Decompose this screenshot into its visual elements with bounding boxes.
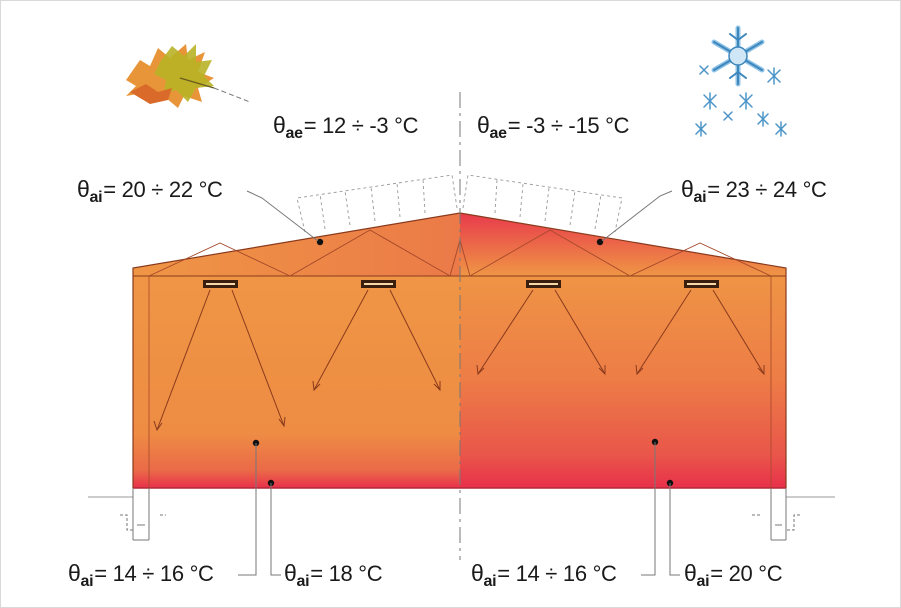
winter-roof	[460, 213, 786, 276]
subscript: ai	[80, 573, 94, 590]
autumn-roof	[133, 213, 460, 276]
subscript: ae	[285, 125, 304, 142]
value-text: = 20 °C	[710, 561, 783, 586]
subscript: ai	[483, 573, 497, 590]
autumn-building-half	[133, 268, 460, 488]
autumn-roof-air-temperature-label: θai= 20 ÷ 22 °C	[77, 176, 223, 206]
theta-symbol: θ	[684, 560, 697, 586]
winter-roof-heat-loss	[462, 174, 623, 233]
subscript: ae	[489, 125, 508, 142]
theta-symbol: θ	[284, 560, 297, 586]
radiation-arrows	[153, 289, 765, 432]
autumn-occupied-zone-temperature-label: θai= 14 ÷ 16 °C	[68, 560, 214, 590]
value-text: = -3 ÷ -15 °C	[507, 113, 630, 138]
theta-symbol: θ	[273, 112, 286, 138]
left-foundation	[120, 488, 166, 541]
value-text: = 12 ÷ -3 °C	[303, 113, 419, 138]
radiant-heater-3	[526, 280, 561, 288]
winter-outdoor-temperature-label: θae= -3 ÷ -15 °C	[477, 112, 630, 142]
radiant-heater-1	[203, 280, 238, 288]
theta-symbol: θ	[681, 176, 694, 202]
theta-symbol: θ	[477, 112, 490, 138]
winter-occupied-zone-temperature-label: θai= 14 ÷ 16 °C	[471, 560, 617, 590]
radiant-heater-2	[361, 280, 396, 288]
theta-symbol: θ	[68, 560, 81, 586]
theta-symbol: θ	[471, 560, 484, 586]
winter-roof-air-temperature-label: θai= 23 ÷ 24 °C	[681, 176, 827, 206]
maple-leaf-icon	[126, 44, 251, 108]
value-text: = 20 ÷ 22 °C	[103, 177, 223, 202]
subscript: ai	[693, 189, 707, 206]
value-text: = 18 °C	[310, 561, 383, 586]
snowflake-icon	[695, 25, 787, 137]
value-text: = 14 ÷ 16 °C	[497, 561, 617, 586]
subscript: ai	[696, 573, 710, 590]
autumn-outdoor-temperature-label: θae= 12 ÷ -3 °C	[273, 112, 419, 142]
autumn-floor-zone-temperature-label: θai= 18 °C	[284, 560, 383, 590]
subscript: ai	[296, 573, 310, 590]
winter-building-half	[460, 268, 786, 488]
theta-symbol: θ	[77, 176, 90, 202]
right-foundation	[752, 488, 800, 541]
radiant-heater-4	[684, 280, 719, 288]
value-text: = 23 ÷ 24 °C	[707, 177, 827, 202]
value-text: = 14 ÷ 16 °C	[94, 561, 214, 586]
winter-floor-zone-temperature-label: θai= 20 °C	[684, 560, 783, 590]
subscript: ai	[89, 189, 103, 206]
leader-lines	[238, 190, 680, 576]
